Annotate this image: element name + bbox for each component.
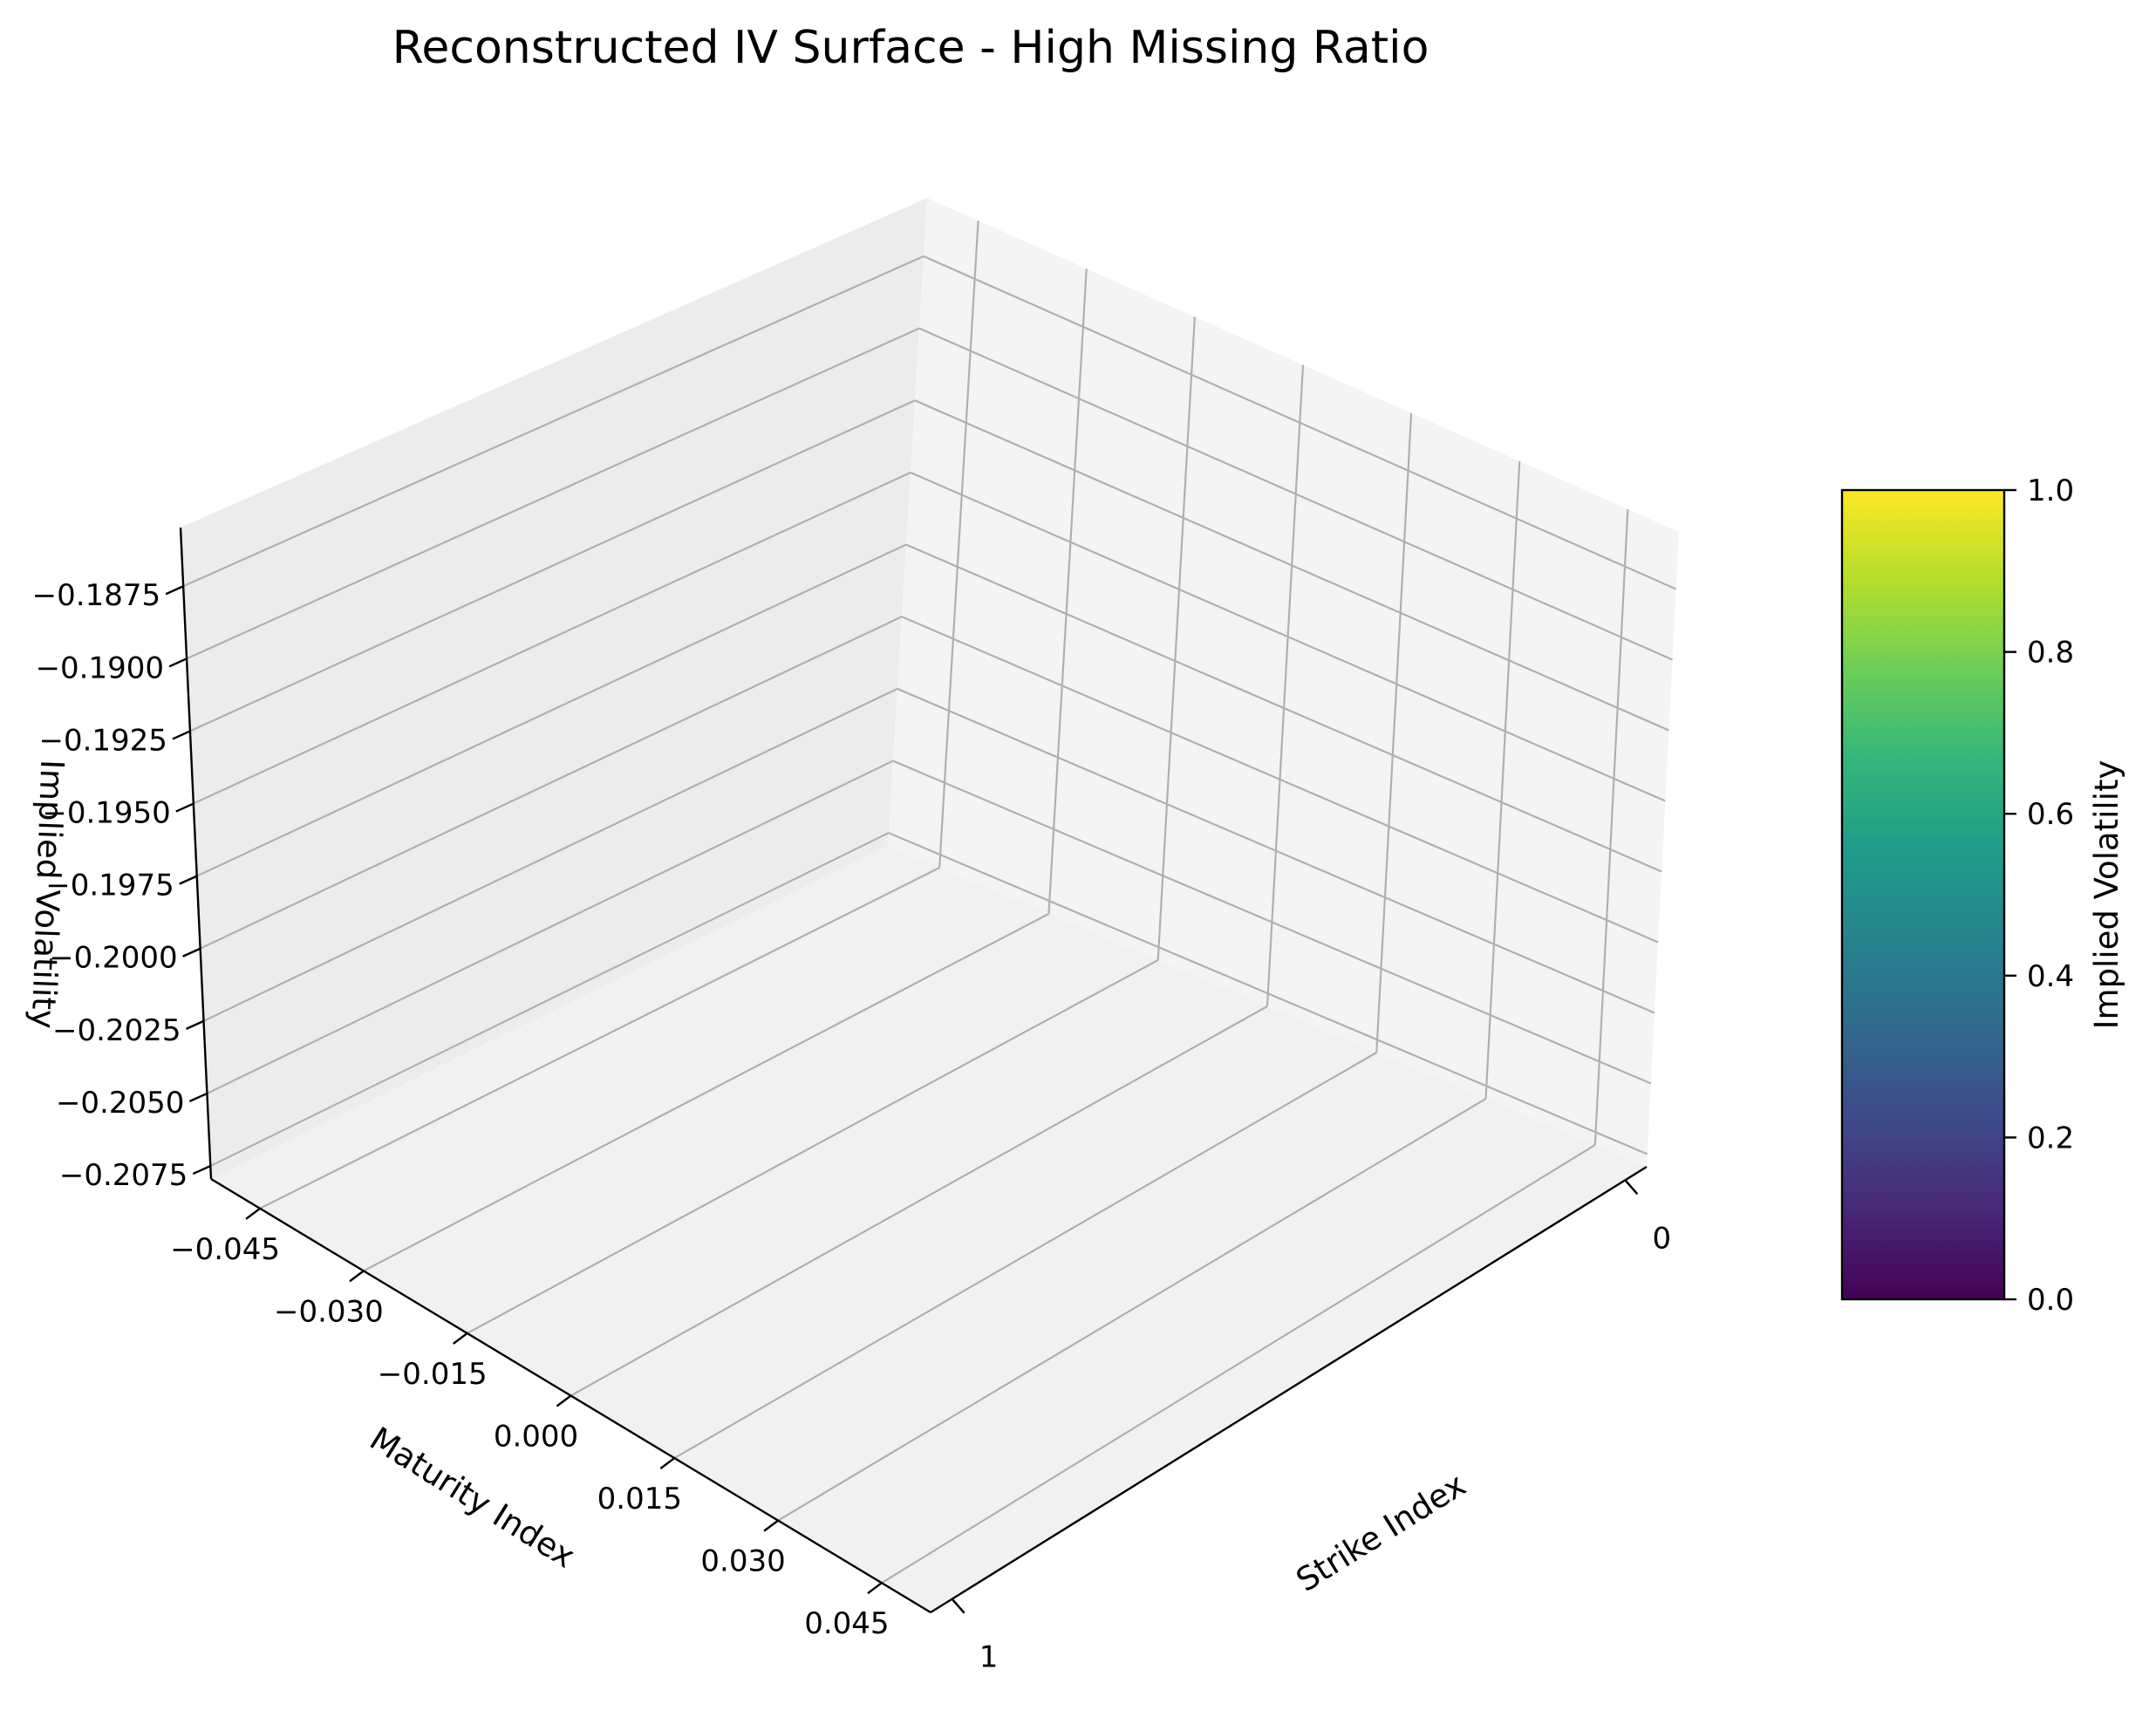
y-tick-label: −0.015 <box>378 1357 488 1392</box>
y-grid-line <box>1375 412 1413 1053</box>
pane-floor <box>211 846 1647 1612</box>
chart-title: Reconstructed IV Surface - High Missing … <box>392 22 1429 74</box>
y-grid-line <box>1484 460 1521 1100</box>
z-tick-mark <box>192 1164 211 1175</box>
z-grid-line <box>209 832 890 1168</box>
z-tick-mark <box>182 947 201 957</box>
x-tick-mark <box>951 1598 965 1614</box>
y-tick-label: 0.015 <box>597 1482 682 1516</box>
y-tick-mark <box>349 1270 365 1283</box>
y-grid-line <box>777 1098 1487 1522</box>
z-grid-line <box>196 543 907 877</box>
colorbar-tick-label: 0.0 <box>2027 1283 2074 1318</box>
y-grid-line <box>938 220 979 869</box>
x-axis-line <box>930 1165 1648 1614</box>
gridlines <box>182 220 1677 1584</box>
colorbar: 0.0 0.2 0.4 0.6 0.8 1.0 Implied Volatility <box>1840 474 2125 1318</box>
z-tick-mark <box>188 1092 208 1103</box>
z-tick-label: −0.1975 <box>45 869 174 903</box>
y-grid-line <box>467 959 1159 1334</box>
pane-back-right <box>888 198 1679 1167</box>
y-grid-line <box>259 867 940 1210</box>
y-grid-line <box>1156 317 1196 961</box>
x-tick-mark <box>1624 1179 1639 1196</box>
z-tick-mark <box>168 658 188 668</box>
colorbar-tick-label: 1.0 <box>2027 474 2074 508</box>
colorbar-label: Implied Volatility <box>2088 760 2125 1030</box>
y-grid-line <box>1047 269 1088 915</box>
y-tick-label: −0.030 <box>274 1294 384 1329</box>
z-tick-label: −0.2050 <box>56 1086 184 1121</box>
z-grid-line <box>182 255 924 588</box>
z-tick-label: −0.2025 <box>52 1013 181 1048</box>
y-tick-mark <box>659 1457 676 1470</box>
y-tick-label: 0.030 <box>700 1544 785 1579</box>
z-grid-line <box>193 471 911 805</box>
z-tick-label: −0.1925 <box>38 723 167 758</box>
z-grid-line <box>203 687 898 1022</box>
y-grid-line <box>570 1005 1268 1397</box>
colorbar-tick-label: 0.6 <box>2027 797 2074 832</box>
y-tick-mark <box>763 1519 779 1532</box>
y-tick-label: −0.045 <box>170 1232 280 1267</box>
z-tick-mark <box>186 1019 205 1030</box>
colorbar-tick-label: 0.4 <box>2027 959 2074 994</box>
y-grid-line <box>881 1144 1596 1584</box>
colorbar-ticks: 0.0 0.2 0.4 0.6 0.8 1.0 <box>2004 474 2074 1318</box>
y-grid-line <box>1593 508 1629 1146</box>
y-tick-label: 0.045 <box>804 1606 889 1641</box>
z-tick-label: −0.2000 <box>49 941 177 976</box>
z-grid-line <box>189 399 916 733</box>
z-axis-label: Implied Volatility <box>24 759 72 1029</box>
y-tick-mark <box>245 1207 261 1220</box>
z-grid-line <box>200 616 903 950</box>
y-grid-line <box>363 913 1049 1272</box>
z-tick-label: −0.1900 <box>36 651 164 685</box>
z-axis-line <box>179 527 213 1180</box>
colorbar-tick-label: 0.8 <box>2027 636 2074 671</box>
z-grid-line <box>206 760 894 1094</box>
y-grid-line <box>673 1052 1377 1460</box>
colorbar-tick-label: 0.2 <box>2027 1121 2074 1155</box>
z-tick-mark <box>172 730 191 740</box>
z-tick-mark <box>179 875 198 885</box>
z-grid-line <box>186 327 920 660</box>
z-tick-mark <box>165 585 184 596</box>
y-tick-mark <box>556 1394 572 1407</box>
z-tick-label: −0.1950 <box>42 796 170 831</box>
y-grid-line <box>1266 365 1305 1007</box>
y-tick-label: 0.000 <box>494 1420 578 1455</box>
z-tick-mark <box>175 802 194 813</box>
z-tick-label: −0.1875 <box>32 578 160 613</box>
x-tick-label: 1 <box>979 1640 999 1675</box>
x-tick-label: 0 <box>1653 1221 1672 1256</box>
colorbar-gradient <box>1840 488 2006 1301</box>
y-tick-mark <box>867 1582 883 1595</box>
axes-panes <box>181 198 1679 1612</box>
x-axis-label: Strike Index <box>1290 1466 1472 1599</box>
z-tick-label: −0.2075 <box>59 1158 188 1193</box>
pane-back-left <box>181 198 927 1179</box>
y-tick-mark <box>452 1332 468 1345</box>
